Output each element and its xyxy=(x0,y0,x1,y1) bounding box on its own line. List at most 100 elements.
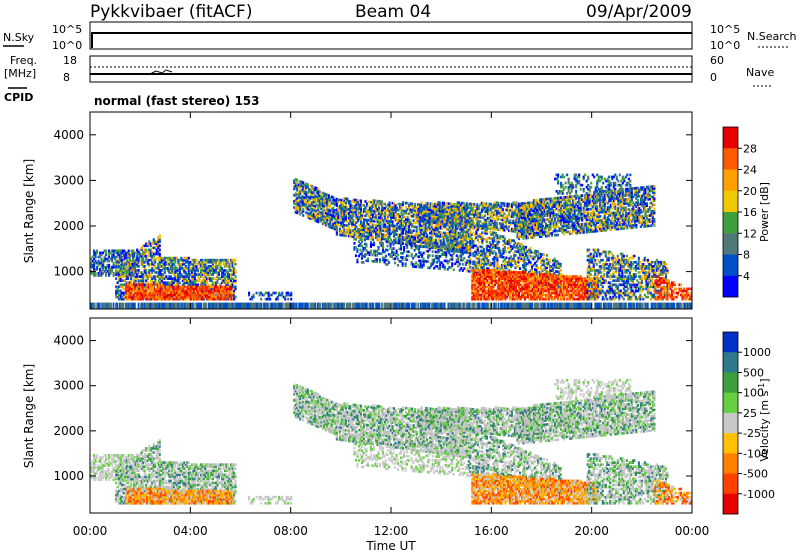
power-cell xyxy=(410,229,412,232)
power-cell xyxy=(159,244,161,247)
power-cell xyxy=(281,292,283,295)
power-cell xyxy=(536,205,538,208)
power-cell xyxy=(411,203,413,206)
power-cell xyxy=(410,219,412,222)
power-cell xyxy=(402,201,404,204)
freq-label-2: [MHz] xyxy=(4,67,36,80)
nsky-panel: N.Sky 10^5 10^0 10^5 10^0 N.Search xyxy=(3,22,797,52)
power-cell xyxy=(405,206,407,209)
power-cell xyxy=(113,272,115,275)
power-cell xyxy=(234,269,236,272)
power-cell xyxy=(408,250,410,253)
power-cell xyxy=(296,179,298,182)
power-cell xyxy=(408,255,410,258)
power-cell xyxy=(269,298,271,301)
power-cell xyxy=(395,237,397,240)
power-cell xyxy=(385,213,387,216)
power-cell xyxy=(234,263,236,266)
power-cell xyxy=(463,267,465,270)
power-cell xyxy=(432,254,434,257)
power-cell xyxy=(234,275,236,278)
power-pixels xyxy=(90,174,694,309)
power-cell xyxy=(394,262,396,265)
power-cell xyxy=(389,243,391,246)
power-cell xyxy=(275,292,277,295)
power-cell xyxy=(398,213,400,216)
power-cell xyxy=(364,200,366,203)
power-cell xyxy=(352,219,354,222)
power-cell xyxy=(355,238,357,241)
power-cell xyxy=(367,205,369,208)
date-title: 09/Apr/2009 xyxy=(586,2,692,22)
power-cell xyxy=(152,283,154,286)
power-cell xyxy=(414,203,416,206)
power-cell xyxy=(132,263,134,266)
power-cell xyxy=(363,204,365,207)
power-cell xyxy=(453,244,455,247)
power-cell xyxy=(372,236,374,239)
power-cell xyxy=(405,263,407,266)
power-cell xyxy=(402,240,404,243)
power-cell xyxy=(390,239,392,242)
power-cell xyxy=(402,256,404,259)
power-cell xyxy=(113,262,115,265)
power-cell xyxy=(159,253,161,256)
power-cell xyxy=(379,258,381,261)
power-cell xyxy=(463,257,465,260)
power-cell xyxy=(117,269,119,272)
power-cell xyxy=(253,294,255,297)
power-cell xyxy=(462,263,464,266)
power-cell xyxy=(395,204,397,207)
power-cell xyxy=(426,233,428,236)
power-cell xyxy=(346,206,348,209)
power-cell xyxy=(355,199,357,202)
power-cell xyxy=(435,246,437,249)
power-cell xyxy=(453,268,455,271)
nsearch-tick-top: 10^5 xyxy=(710,23,740,36)
power-cell xyxy=(402,262,404,265)
power-cell xyxy=(355,226,357,229)
power-cell xyxy=(381,200,383,203)
power-cell xyxy=(227,259,229,262)
power-cell xyxy=(396,249,398,252)
power-cell xyxy=(397,264,399,267)
power-cell xyxy=(353,242,355,245)
power-cell xyxy=(502,208,504,211)
power-cell xyxy=(370,249,372,252)
power-cell xyxy=(397,254,399,257)
nsky-label: N.Sky xyxy=(3,31,35,44)
power-cell xyxy=(128,249,130,252)
power-cell xyxy=(444,243,446,246)
power-cell xyxy=(393,247,395,250)
power-cell xyxy=(427,260,429,263)
power-cell xyxy=(384,203,386,206)
beam-title: Beam 04 xyxy=(355,2,431,22)
power-cell xyxy=(537,219,539,222)
power-cell xyxy=(134,283,136,286)
freq-label-1: Freq. xyxy=(10,54,37,67)
power-cell xyxy=(413,219,415,222)
power-cell xyxy=(307,183,309,186)
power-cell xyxy=(373,241,375,244)
power-cell xyxy=(365,243,367,246)
power-cell xyxy=(484,214,486,217)
power-cell xyxy=(96,249,98,252)
power-cell xyxy=(360,200,362,203)
power-cell xyxy=(436,242,438,245)
nave-tick-top: 60 xyxy=(710,54,724,67)
power-cell xyxy=(317,188,319,191)
power-cell xyxy=(456,242,458,245)
power-cell xyxy=(319,190,321,193)
power-cell xyxy=(451,262,453,265)
power-cell xyxy=(142,283,144,286)
power-cell xyxy=(188,257,190,260)
power-cell xyxy=(392,220,394,223)
power-cell xyxy=(356,248,358,251)
power-cell xyxy=(416,226,418,229)
station-title: Pykkvibaer (fitACF) xyxy=(90,2,252,22)
power-cell xyxy=(332,196,334,199)
power-cell xyxy=(95,272,97,275)
power-cell xyxy=(302,208,304,211)
